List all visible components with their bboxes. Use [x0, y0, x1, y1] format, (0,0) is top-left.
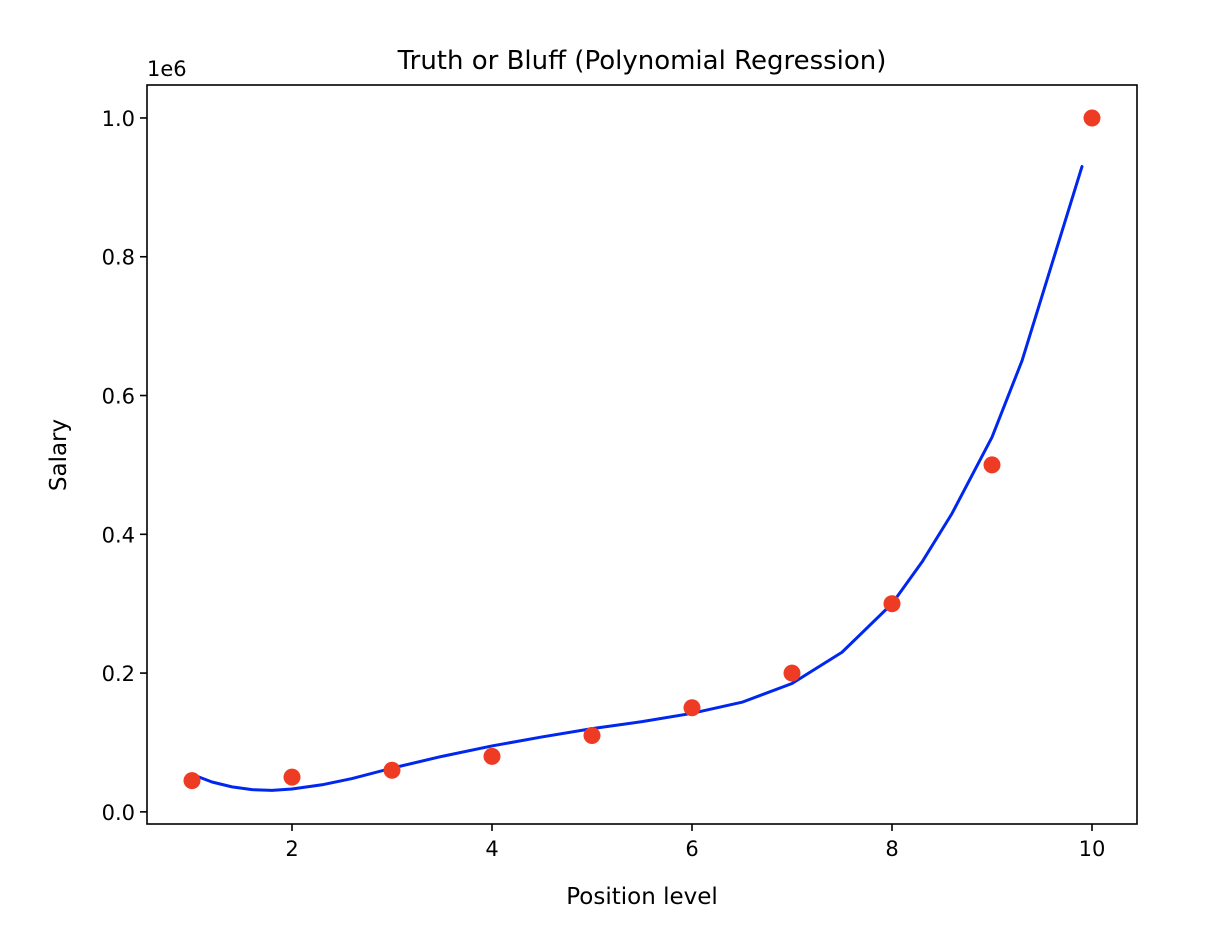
x-tick-label: 6	[685, 837, 698, 861]
y-tick-label: 0.2	[102, 662, 135, 686]
x-axis-ticks: 2 4 6 8 10	[285, 824, 1105, 861]
data-point	[583, 727, 601, 745]
y-tick-label: 0.4	[102, 523, 135, 547]
x-axis-label: Position level	[566, 884, 718, 910]
y-tick-label: 0.6	[102, 385, 135, 409]
x-tick-label: 10	[1079, 837, 1106, 861]
y-tick-label: 1.0	[102, 107, 135, 131]
y-tick-label: 0.0	[102, 801, 135, 825]
x-tick-label: 4	[485, 837, 498, 861]
data-point	[483, 747, 501, 765]
y-axis-offset-text: 1e6	[147, 57, 187, 81]
axes-frame	[146, 84, 1138, 825]
x-tick-label: 8	[885, 837, 898, 861]
data-point	[883, 595, 901, 613]
data-point	[383, 761, 401, 779]
data-point	[283, 768, 301, 786]
y-tick-label: 0.8	[102, 246, 135, 270]
chart-title: Truth or Bluff (Polynomial Regression)	[397, 46, 887, 76]
data-point	[983, 456, 1001, 474]
x-tick-label: 2	[285, 837, 298, 861]
plot-points-layer	[183, 109, 1101, 790]
data-point	[1083, 109, 1101, 127]
data-point	[783, 664, 801, 682]
data-point	[683, 699, 701, 717]
y-axis-label: Salary	[46, 419, 72, 491]
y-axis-ticks: 0.0 0.2 0.4 0.6 0.8 1.0	[102, 107, 147, 825]
data-point	[183, 772, 201, 790]
